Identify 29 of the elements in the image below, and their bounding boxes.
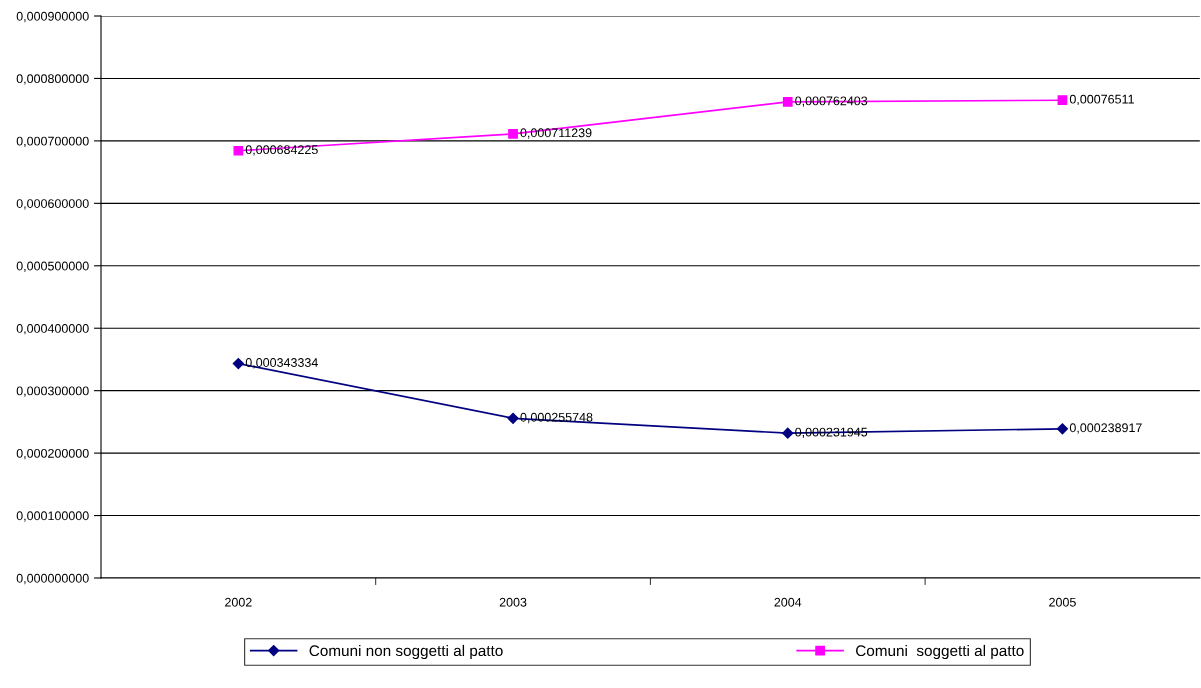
data-label: 0,000684225 [245, 145, 318, 156]
x-tick-label: 2003 [499, 597, 527, 607]
y-tick-label: 0,000900000 [16, 11, 89, 23]
legend-label: Comuni non soggetti al patto [309, 644, 503, 660]
y-tick-label: 0,000000000 [16, 573, 89, 585]
point [1056, 423, 1069, 435]
point [782, 97, 793, 107]
y-tick-label: 0,000600000 [16, 199, 89, 210]
y-tick-label: 0,000100000 [16, 511, 89, 522]
data-label: 0,000238917 [1069, 423, 1142, 434]
y-tick-label: 0,000300000 [16, 386, 89, 397]
data-label: 0,000711239 [520, 128, 592, 139]
point [233, 145, 244, 156]
y-tick-label: 0,000800000 [16, 74, 89, 85]
x-tick-label: 2004 [774, 597, 802, 607]
y-tick-label: 0,000400000 [16, 324, 89, 335]
y-tick-label: 0,000500000 [16, 261, 89, 272]
point [508, 129, 518, 139]
x-tick-label: 2005 [1049, 597, 1076, 607]
point [782, 427, 794, 439]
data-label: 0,00076511 [1069, 94, 1134, 106]
point [1057, 95, 1068, 106]
point [507, 412, 519, 424]
data-label: 0,000343334 [245, 358, 318, 369]
legend-label: Comuni soggetti al patto [856, 644, 1024, 660]
point [232, 358, 244, 370]
x-tick-label: 2002 [225, 597, 252, 607]
y-tick-label: 0,000700000 [16, 136, 89, 148]
y-tick-label: 0,000200000 [16, 448, 89, 460]
